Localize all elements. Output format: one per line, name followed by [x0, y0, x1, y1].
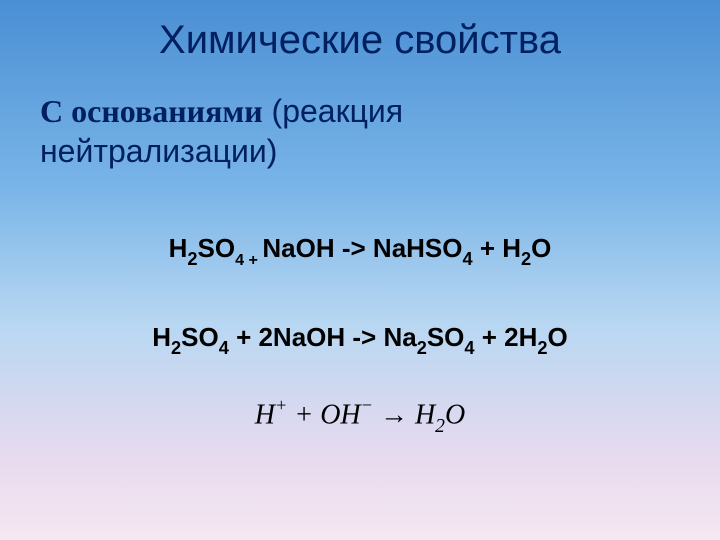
- equation-1: H2SO4 + NaOH -> NaHSO4 + H2O: [0, 233, 720, 268]
- equation-3-ionic: H+ + OH− → H2O: [0, 397, 720, 436]
- slide-subtitle: С основаниями (реакция нейтрализации): [0, 63, 720, 171]
- subtitle-bold: С основаниями: [40, 93, 263, 129]
- equation-2: H2SO4 + 2NaOH -> Na2SO4 + 2H2O: [0, 322, 720, 357]
- slide-title: Химические свойства: [0, 0, 720, 63]
- subtitle-text-1: (реакция: [263, 93, 403, 129]
- subtitle-text-2: нейтрализации): [40, 133, 277, 169]
